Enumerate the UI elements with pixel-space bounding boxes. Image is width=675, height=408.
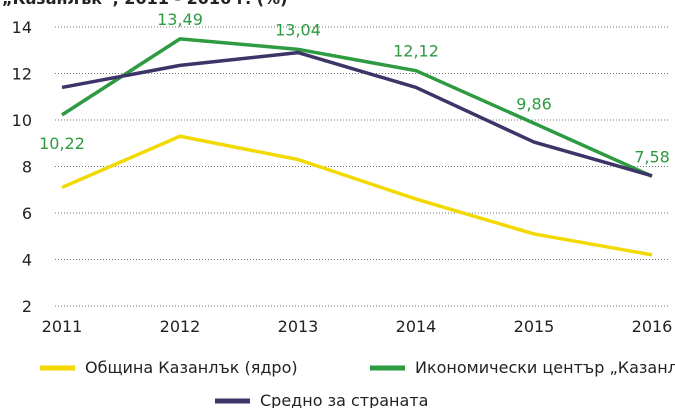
data-label: 12,12 xyxy=(393,42,439,61)
data-label: 13,49 xyxy=(157,10,203,29)
x-tick-label: 2011 xyxy=(42,317,83,336)
data-label: 13,04 xyxy=(275,20,321,39)
chart-title: „Казанлък“, 2011 - 2016 г. (%) xyxy=(2,0,287,8)
x-tick-label: 2013 xyxy=(278,317,319,336)
y-tick-label: 6 xyxy=(22,204,32,223)
data-label: 7,58 xyxy=(634,147,670,166)
line-series xyxy=(61,134,653,257)
y-tick-label: 8 xyxy=(22,158,32,177)
y-tick-label: 14 xyxy=(12,18,32,37)
x-tick-label: 2015 xyxy=(514,317,555,336)
y-tick-label: 12 xyxy=(12,65,32,84)
legend-label: Община Казанлък (ядро) xyxy=(85,358,298,377)
x-tick-label: 2016 xyxy=(632,317,673,336)
legend-label: Икономически център „Казанлък“ xyxy=(415,358,675,377)
y-tick-label: 2 xyxy=(22,297,32,316)
data-label: 10,22 xyxy=(39,134,85,153)
data-label: 9,86 xyxy=(516,94,552,113)
legend-label: Средно за страната xyxy=(260,391,428,408)
line-series xyxy=(61,37,653,178)
y-tick-label: 10 xyxy=(12,111,32,130)
x-tick-label: 2014 xyxy=(396,317,437,336)
x-tick-label: 2012 xyxy=(160,317,201,336)
y-tick-label: 4 xyxy=(22,251,32,270)
line-series xyxy=(61,50,653,178)
